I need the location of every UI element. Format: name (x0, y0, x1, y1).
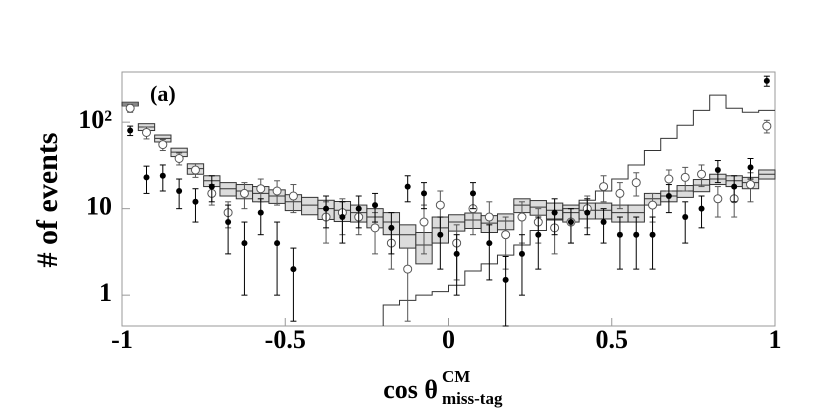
y-tick-label: 1 (99, 278, 112, 307)
open-point (713, 194, 723, 204)
open-point (664, 174, 674, 184)
filled-point (518, 250, 525, 257)
filled-point (469, 190, 476, 197)
filled-point (127, 127, 134, 134)
x-axis-title-main: cos θ (383, 375, 438, 404)
open-point (680, 172, 690, 182)
open-point (517, 212, 527, 222)
x-axis-title-sub: miss-tag (442, 389, 503, 408)
filled-point (535, 231, 542, 238)
filled-point (616, 231, 623, 238)
filled-point (453, 250, 460, 257)
filled-point (404, 183, 411, 190)
filled-point (665, 193, 672, 200)
x-tick-label: -0.5 (265, 325, 306, 354)
filled-point (551, 209, 558, 216)
filled-point (682, 214, 689, 221)
filled-point (388, 224, 395, 231)
filled-point (747, 164, 754, 171)
open-point (125, 103, 135, 113)
filled-point (731, 183, 738, 190)
open-point (403, 264, 413, 274)
open-point (615, 188, 625, 198)
filled-point (176, 187, 183, 194)
filled-point (600, 219, 607, 226)
open-point (272, 186, 282, 196)
filled-point (698, 205, 705, 212)
filled-point (339, 214, 346, 221)
y-axis-title: # of events (31, 133, 64, 268)
filled-point (502, 276, 509, 283)
filled-point (584, 209, 591, 216)
filled-point (159, 172, 166, 179)
mc-box (301, 196, 319, 216)
open-point (256, 184, 266, 194)
x-tick-label: -1 (111, 325, 133, 354)
open-point (239, 188, 249, 198)
filled-point (274, 240, 281, 247)
open-point (288, 191, 298, 201)
filled-point (714, 166, 721, 173)
open-point (174, 154, 184, 164)
open-point (599, 182, 609, 192)
open-point (631, 178, 641, 188)
filled-point (649, 231, 656, 238)
filled-point (372, 202, 379, 209)
open-point (419, 217, 429, 227)
filled-point (437, 231, 444, 238)
filled-point (143, 174, 150, 181)
open-point (484, 212, 494, 222)
filled-point (290, 266, 297, 273)
filled-point (225, 219, 232, 226)
y-tick-label: 10 (86, 192, 112, 221)
filled-point (355, 205, 362, 212)
open-point (435, 200, 445, 210)
open-point (190, 165, 200, 175)
x-axis-title: cos θ CM miss-tag (383, 367, 503, 408)
filled-point (567, 219, 574, 226)
mc-box (399, 224, 417, 249)
open-point (762, 121, 772, 131)
open-point (158, 140, 168, 150)
x-axis-title-sup: CM (442, 367, 470, 386)
step-line (382, 94, 775, 326)
open-point (370, 223, 380, 233)
filled-point (208, 183, 215, 190)
filled-point (763, 77, 770, 84)
filled-point (486, 240, 493, 247)
filled-point (633, 231, 640, 238)
filled-point (421, 190, 428, 197)
mc-box (219, 182, 237, 197)
filled-point (323, 205, 330, 212)
x-tick-label: 1 (769, 325, 782, 354)
open-point (501, 230, 511, 240)
filled-point (257, 209, 264, 216)
open-point (697, 169, 707, 179)
open-point (746, 180, 756, 190)
open-point (648, 200, 658, 210)
x-tick-label: 0.5 (596, 325, 629, 354)
filled-point (241, 240, 248, 247)
open-point (141, 127, 151, 137)
x-tick-label: 0 (442, 325, 455, 354)
y-tick-label: 10² (78, 105, 112, 134)
panel-label: (a) (150, 81, 176, 106)
filled-point (192, 198, 199, 205)
